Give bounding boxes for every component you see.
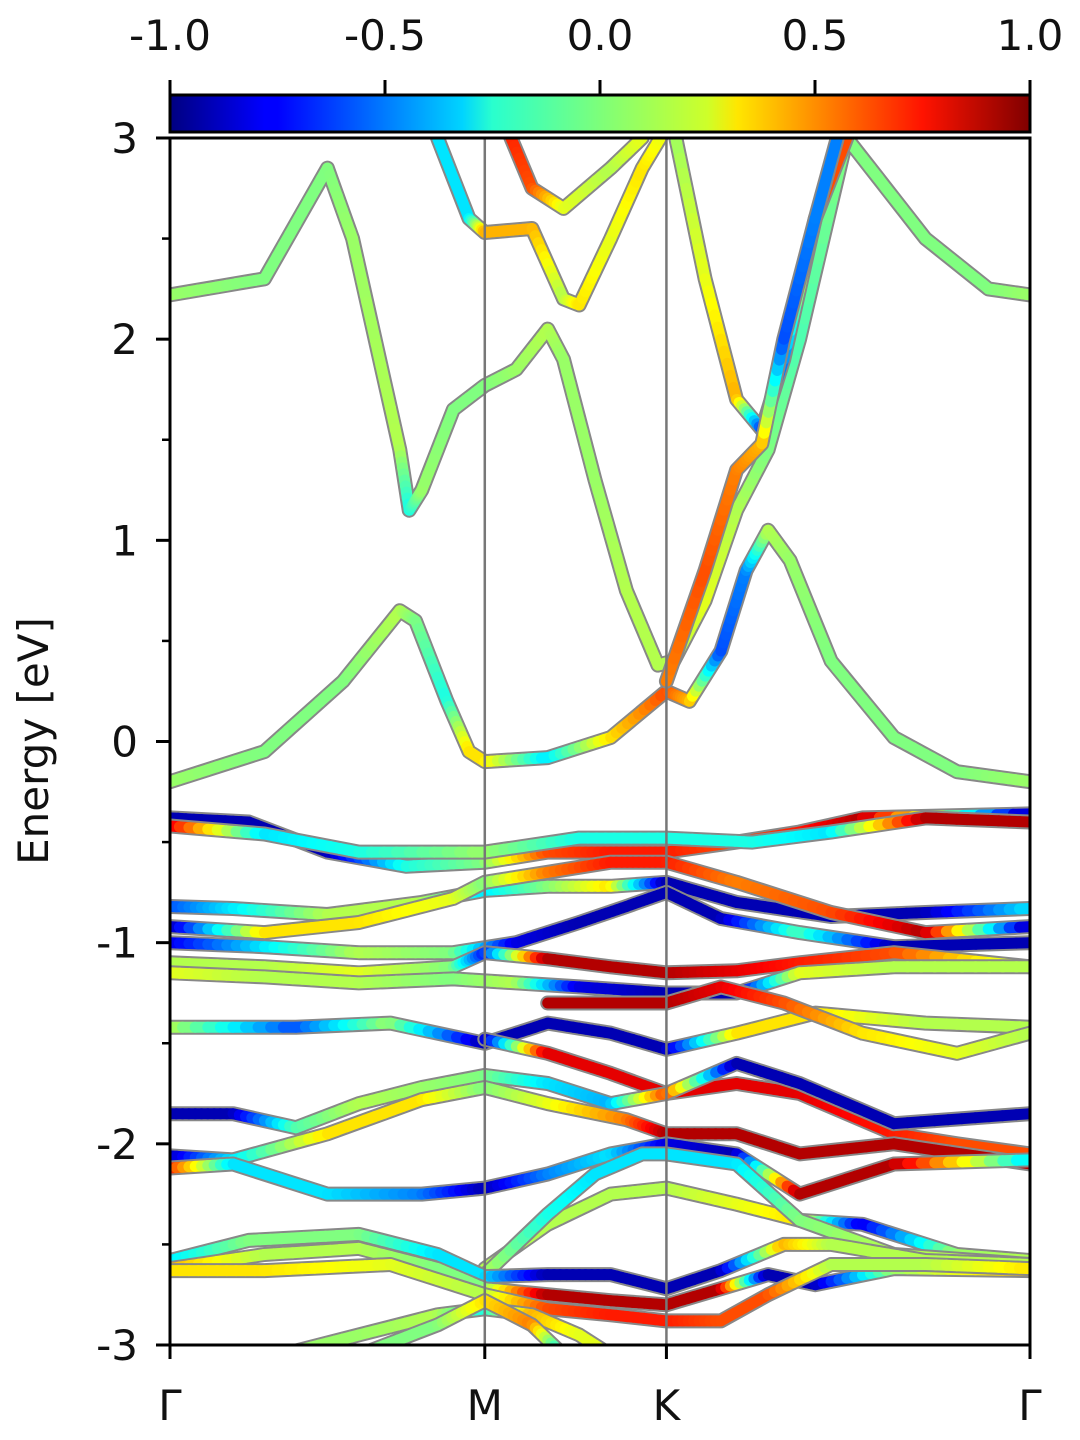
- band-10: [170, 884, 1030, 961]
- x-tick-label: M: [467, 1381, 503, 1430]
- band-7: [170, 810, 1030, 860]
- band-segment: [288, 1351, 296, 1353]
- colorbar-gradient: [168, 93, 1032, 134]
- colorbar-tick-label: 0.0: [567, 11, 634, 60]
- colorbar-tick-label: 1.0: [997, 11, 1064, 60]
- band-2: [430, 138, 670, 313]
- band-segment: [280, 1353, 288, 1355]
- band-0: [170, 138, 1030, 673]
- x-tick-label: Γ: [158, 1381, 182, 1430]
- x-tick-label: K: [653, 1381, 682, 1430]
- band-17: [170, 1080, 1030, 1172]
- band-segment: [297, 1343, 308, 1345]
- band-segment: [1014, 921, 1030, 933]
- band-segment: [300, 1341, 317, 1345]
- band-18: [170, 1136, 1030, 1202]
- band-5: [658, 138, 845, 689]
- band-1: [170, 522, 1030, 790]
- colorbar: -1.0 -0.5 0.0 0.5 1.0: [129, 11, 1064, 134]
- y-tick-label: 1: [111, 516, 138, 565]
- band-14: [477, 1031, 1030, 1162]
- band-segment: [553, 1343, 561, 1345]
- band-16: [170, 1055, 1030, 1136]
- y-tick-label: -3: [96, 1321, 138, 1370]
- y-tick-label: -2: [96, 1120, 138, 1169]
- y-tick-label: 2: [111, 315, 138, 364]
- band-9: [170, 854, 1030, 941]
- band-segment: [597, 1343, 606, 1345]
- y-tick-label: 3: [111, 114, 138, 163]
- band-23: [170, 1257, 1030, 1329]
- x-tick-label: Γ: [1018, 1381, 1042, 1430]
- band-11: [170, 945, 1030, 981]
- band-segment: [608, 1353, 611, 1355]
- band-segment: [593, 1341, 606, 1345]
- band-segment: [604, 1351, 607, 1353]
- colorbar-tick-label: -0.5: [344, 11, 426, 60]
- colorbar-tick-label: -1.0: [129, 11, 211, 60]
- y-axis-label: Energy [eV]: [9, 617, 58, 865]
- y-tick-label: 0: [111, 718, 138, 767]
- band-segment: [369, 1343, 379, 1345]
- band-segment: [560, 1352, 563, 1355]
- band-15: [540, 979, 1030, 1061]
- band-segment: [1010, 1108, 1030, 1121]
- colorbar-tick-label: 0.5: [782, 11, 849, 60]
- y-tick-label: -1: [96, 919, 138, 968]
- band-segment: [359, 1352, 367, 1355]
